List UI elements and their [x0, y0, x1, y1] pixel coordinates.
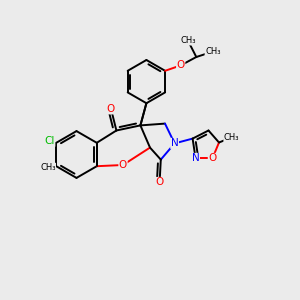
Text: O: O: [155, 177, 164, 188]
Text: N: N: [192, 153, 200, 164]
Text: Cl: Cl: [44, 136, 55, 146]
Text: CH₃: CH₃: [40, 163, 56, 172]
Text: N: N: [171, 138, 178, 148]
Text: O: O: [119, 160, 127, 170]
Text: CH₃: CH₃: [205, 47, 220, 56]
Text: O: O: [208, 153, 217, 164]
Text: CH₃: CH₃: [224, 133, 239, 142]
Text: CH₃: CH₃: [180, 36, 196, 45]
Text: O: O: [107, 104, 115, 114]
Text: O: O: [177, 60, 185, 70]
